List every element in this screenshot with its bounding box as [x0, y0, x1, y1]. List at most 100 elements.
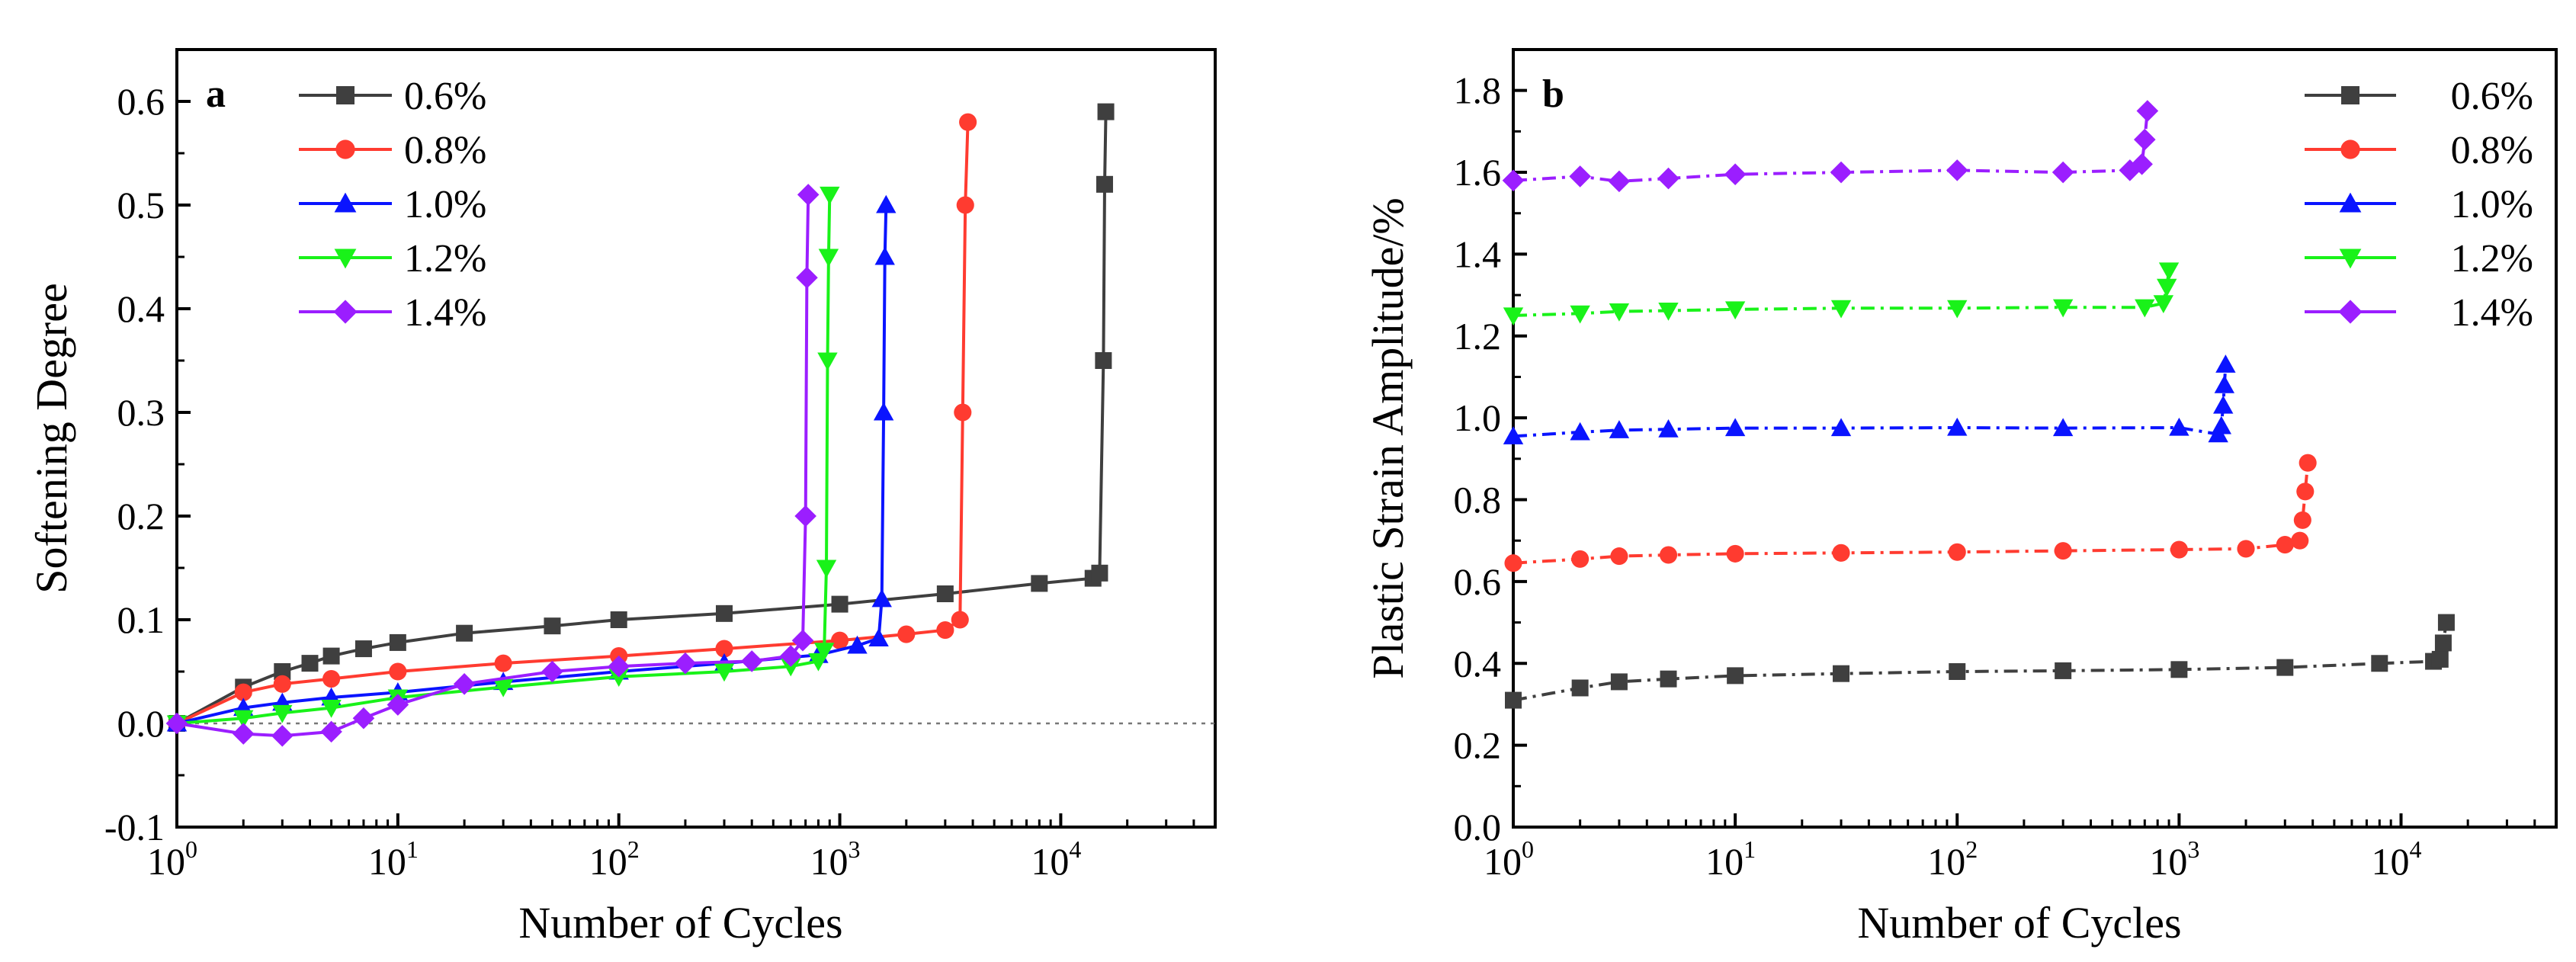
data-point [796, 266, 818, 289]
data-point [272, 704, 293, 723]
data-point [876, 194, 897, 213]
data-point [233, 710, 254, 729]
data-point [492, 678, 514, 697]
y-tick-label: 0.4 [1454, 642, 1502, 685]
y-tick-label: 0.3 [117, 391, 165, 434]
data-point [1660, 670, 1677, 688]
data-point [1726, 544, 1744, 563]
y-axis-title: Softening Degree [27, 283, 76, 593]
legend-item-0.6%: 0.6% [299, 75, 486, 118]
legend-marker [335, 139, 355, 159]
data-point [1570, 305, 1590, 324]
series-line [1513, 111, 2149, 183]
x-axis-title: Number of Cycles [1857, 898, 2181, 948]
series-line [1513, 270, 2171, 317]
data-point [2291, 531, 2309, 550]
data-point [1724, 418, 1746, 437]
legend-marker [2341, 86, 2359, 104]
y-tick-label: 0.6 [117, 80, 165, 123]
data-point [817, 352, 838, 371]
data-point [1504, 554, 1522, 572]
data-point [1570, 422, 1590, 441]
legend-label: 1.2% [404, 237, 486, 281]
data-point [271, 725, 294, 747]
x-axis-title: Number of Cycles [518, 898, 842, 948]
data-point [1948, 543, 1966, 561]
data-point [2136, 100, 2159, 122]
data-point [674, 652, 697, 675]
y-tick-label: 0.0 [117, 702, 165, 745]
data-point [273, 675, 291, 693]
panel-label: b [1542, 72, 1564, 116]
series-1.2% [1503, 262, 2180, 326]
data-point [2054, 542, 2072, 560]
data-point [1833, 665, 1850, 682]
data-point [959, 113, 977, 131]
data-point [2133, 128, 2156, 151]
x-tick-label: 103 [2149, 835, 2199, 883]
data-point [2119, 159, 2141, 181]
data-point [387, 694, 409, 716]
legend-item-1.2%: 1.2% [299, 237, 486, 281]
data-point [2153, 295, 2174, 314]
legend-item-0.8%: 0.8% [299, 129, 486, 172]
data-point [322, 647, 340, 665]
data-point [608, 655, 630, 678]
data-point [2276, 659, 2294, 676]
data-point [868, 628, 889, 647]
y-tick-label: 1.4 [1454, 232, 1502, 275]
data-point [1095, 352, 1112, 369]
x-tick-label: 100 [147, 835, 197, 883]
legend-label: 1.4% [404, 291, 486, 335]
data-point [820, 186, 840, 205]
data-point [2237, 540, 2255, 558]
legend-marker [336, 86, 354, 104]
data-point [1503, 426, 1524, 444]
x-tick-label: 100 [1484, 835, 1534, 883]
data-point [874, 246, 895, 265]
series-line [1513, 463, 2310, 565]
data-point [322, 669, 341, 688]
data-point [2051, 161, 2074, 184]
series-0.6% [1505, 614, 2455, 709]
series-1.0% [1503, 354, 2236, 444]
data-point [1569, 165, 1591, 188]
legend-item-1.0%: 1.0% [2305, 183, 2533, 226]
data-point [1947, 300, 1968, 319]
legend-marker [2338, 300, 2363, 324]
y-tick-label: 0.2 [1454, 724, 1502, 767]
legend-item-0.8%: 0.8% [2305, 129, 2533, 172]
data-point [818, 249, 839, 268]
data-point [354, 640, 372, 658]
data-point [951, 611, 969, 629]
data-point [1610, 673, 1628, 691]
data-point [456, 624, 473, 642]
data-point [2434, 634, 2452, 652]
x-tick-label: 104 [1031, 835, 1081, 883]
data-point [1949, 663, 1966, 680]
data-point [1724, 163, 1747, 186]
legend-label: 0.8% [2451, 129, 2533, 172]
series-1.4% [1502, 100, 2159, 193]
x-tick-label: 102 [589, 835, 640, 883]
series-line [1513, 622, 2448, 702]
chart-panel-a: -0.1 0.0 0.1 0.2 0.3 0.4 0.5 0.6 100 101 102 103 104… [27, 48, 1217, 948]
data-point [1097, 103, 1115, 120]
data-point [453, 673, 476, 695]
data-point [715, 640, 733, 658]
data-point [608, 669, 629, 687]
data-point [2169, 417, 2189, 436]
y-tick-label: 0.5 [117, 184, 165, 226]
legend-marker [334, 249, 357, 269]
y-tick-label: 0.0 [1454, 806, 1502, 848]
legend-label: 1.0% [404, 183, 486, 226]
data-point [2052, 418, 2074, 437]
legend: 0.6% 0.8% 1.0% 1.2% 1.4% [299, 75, 486, 335]
data-point [1727, 667, 1744, 685]
legend-item-0.6%: 0.6% [2305, 75, 2533, 118]
plot-frame [1512, 48, 2558, 829]
y-tick-label: 0.4 [117, 287, 165, 330]
data-point [816, 560, 837, 579]
data-point [1096, 175, 1113, 193]
